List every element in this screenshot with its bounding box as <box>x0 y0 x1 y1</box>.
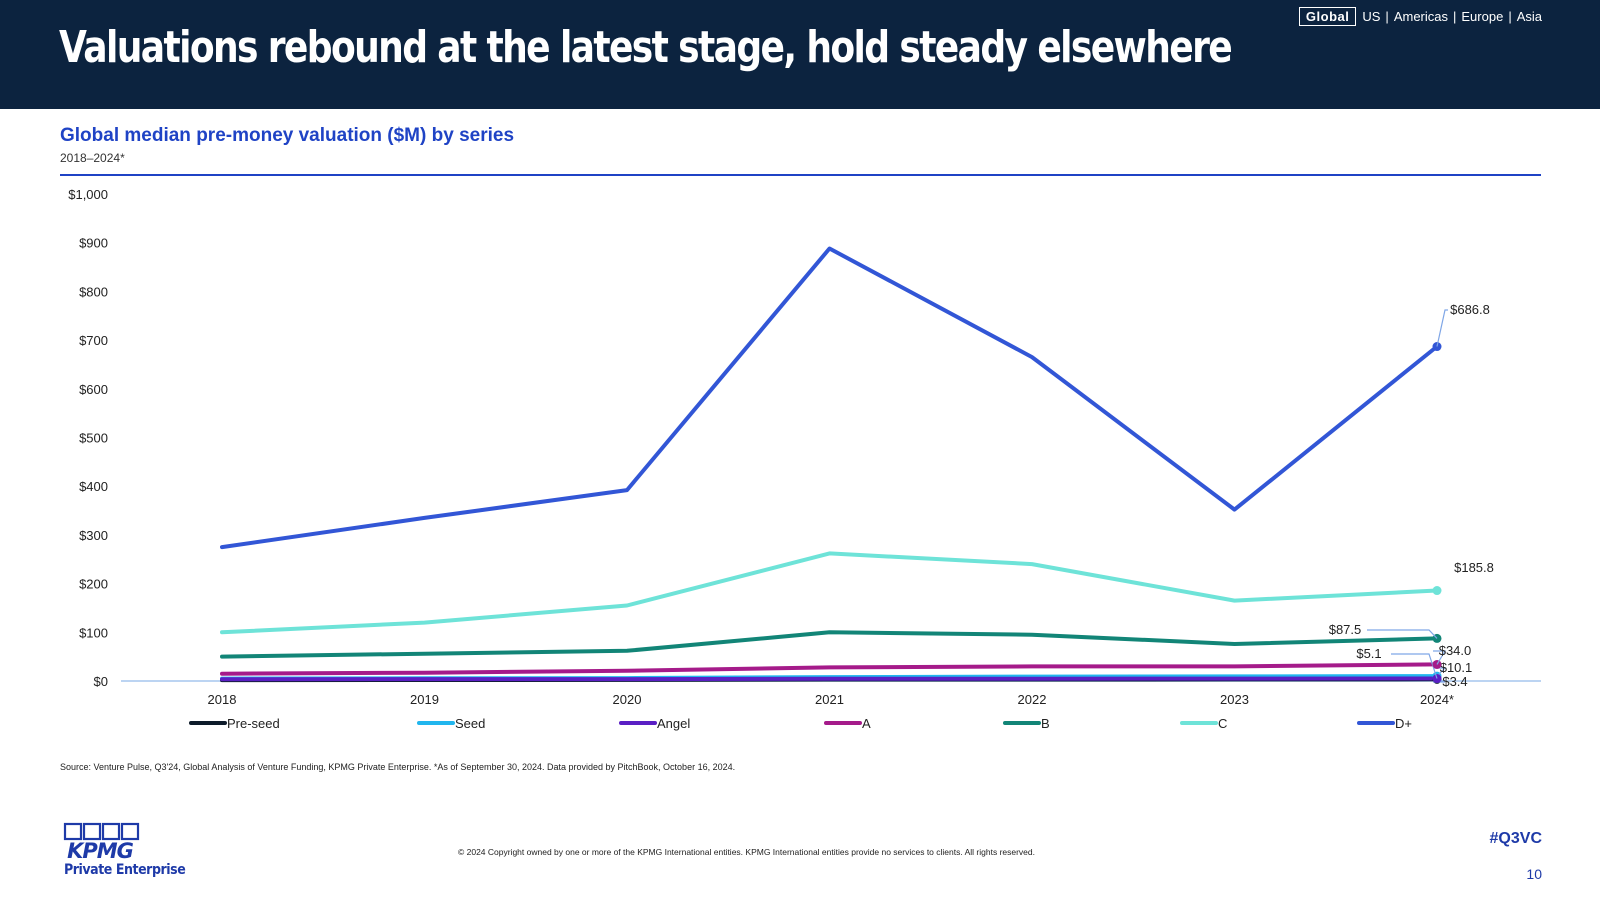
y-tick-label: $300 <box>79 528 108 543</box>
x-tick-label: 2019 <box>410 692 439 707</box>
legend-label: Angel <box>657 716 690 731</box>
source-note: Source: Venture Pulse, Q3'24, Global Ana… <box>60 762 736 772</box>
line-chart: $0 $100 $200 $300 $400 $500 $600 $700 $800 $900 $1… <box>68 187 1541 731</box>
region-tab-americas[interactable]: Americas <box>1393 9 1448 24</box>
y-tick-label: $900 <box>79 236 108 251</box>
region-nav: Global US | Americas | Europe | Asia <box>1298 7 1542 26</box>
page-title: Valuations rebound at the latest stage, … <box>59 22 1233 73</box>
data-label: $185.8 <box>1454 560 1494 575</box>
region-tab-global[interactable]: Global <box>1298 7 1357 26</box>
series-line-d- <box>220 246 1439 550</box>
data-point-marker <box>1432 659 1442 669</box>
svg-text:KPMG: KPMG <box>67 839 134 862</box>
chart-subtitle: 2018–2024* <box>60 151 125 165</box>
data-point-marker <box>1432 674 1442 684</box>
x-tick-label: 2024* <box>1420 692 1454 707</box>
kpmg-logo: KPMG <box>63 822 140 862</box>
region-separator: | <box>1453 9 1457 24</box>
data-point-marker <box>1432 342 1442 352</box>
y-tick-label: $1,000 <box>68 187 108 202</box>
y-tick-label: $500 <box>79 431 108 446</box>
legend-label: B <box>1041 716 1050 731</box>
y-tick-label: $800 <box>79 284 108 299</box>
data-label-leader <box>1367 629 1438 639</box>
data-label: $34.0 <box>1439 643 1472 658</box>
data-label: $5.1 <box>1356 646 1381 661</box>
x-tick-label: 2021 <box>815 692 844 707</box>
series-line-b <box>220 630 1439 659</box>
x-tick-label: 2023 <box>1220 692 1249 707</box>
legend-label: Seed <box>455 716 485 731</box>
region-separator: | <box>1508 9 1512 24</box>
series-line-angel <box>220 676 1439 682</box>
legend-label: C <box>1218 716 1227 731</box>
region-separator: | <box>1385 9 1389 24</box>
data-label: $3.4 <box>1442 674 1467 689</box>
data-label: $10.1 <box>1440 660 1473 675</box>
y-tick-label: $600 <box>79 382 108 397</box>
y-tick-label: $200 <box>79 577 108 592</box>
data-label-leader <box>1391 653 1438 679</box>
data-label: $686.8 <box>1450 302 1490 317</box>
x-tick-label: 2018 <box>208 692 237 707</box>
region-tab-asia[interactable]: Asia <box>1516 9 1542 24</box>
y-tick-label: $700 <box>79 333 108 348</box>
y-tick-label: $0 <box>94 674 108 689</box>
header-banner: Valuations rebound at the latest stage, … <box>0 0 1600 109</box>
copyright-notice: © 2024 Copyright owned by one or more of… <box>458 847 1035 857</box>
y-tick-label: $100 <box>79 625 108 640</box>
data-label-leader <box>1436 309 1448 347</box>
legend-label: Pre-seed <box>227 716 280 731</box>
data-label-leader <box>1433 650 1447 665</box>
kpmg-logo-subtitle: Private Enterprise <box>64 862 186 878</box>
hashtag: #Q3VC <box>1489 830 1542 847</box>
data-label: $87.5 <box>1329 622 1362 637</box>
data-point-marker <box>1432 586 1442 596</box>
x-tick-label: 2022 <box>1018 692 1047 707</box>
series-line-a <box>220 662 1439 676</box>
region-tab-europe[interactable]: Europe <box>1461 9 1504 24</box>
legend-label: A <box>862 716 871 731</box>
x-tick-label: 2020 <box>613 692 642 707</box>
region-tab-us[interactable]: US <box>1362 9 1381 24</box>
chart-title: Global median pre-money valuation ($M) b… <box>60 125 515 146</box>
legend-label: D+ <box>1395 716 1412 731</box>
series-line-c <box>220 551 1439 635</box>
y-tick-label: $400 <box>79 479 108 494</box>
page-number: 10 <box>1526 866 1542 882</box>
chart-title-divider <box>60 174 1541 176</box>
